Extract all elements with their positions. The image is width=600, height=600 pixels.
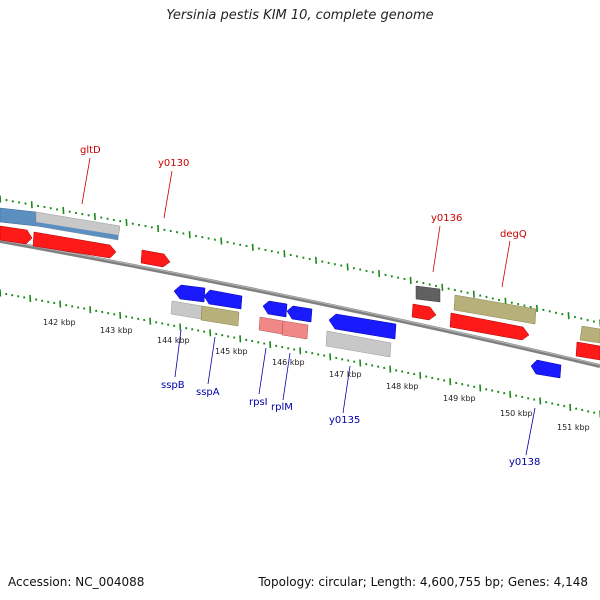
- label-line-degq: [501, 240, 511, 288]
- scale-label: 145 kbp: [215, 347, 248, 356]
- gene-feature-right-khaki: [579, 325, 600, 344]
- scale-label: 150 kbp: [500, 409, 533, 418]
- gene-feature-rplm: [286, 305, 313, 323]
- reverse-strand-ticks: [0, 289, 600, 418]
- gene-label-sspb: sspB: [161, 380, 185, 391]
- label-line-gltd: [81, 157, 91, 205]
- topology-text: Topology: circular; Length: 4,600,755 bp…: [258, 575, 588, 589]
- gene-feature-red-3: [140, 249, 171, 268]
- scale-label: 143 kbp: [100, 326, 133, 335]
- gene-feature-grey-2: [325, 330, 392, 358]
- genome-backbone: [0, 239, 600, 368]
- gene-label-y0130: y0130: [158, 158, 189, 169]
- scale-label: 146 kbp: [272, 358, 305, 367]
- label-line-sspa: [207, 336, 216, 385]
- scale-label: 151 kbp: [557, 423, 590, 432]
- gene-feature-degq: [453, 294, 537, 325]
- scale-label: 144 kbp: [157, 336, 190, 345]
- gene-feature-sspa: [203, 289, 243, 310]
- scale-label: 142 kbp: [43, 318, 76, 327]
- gene-label-rpsi: rpsI: [249, 397, 268, 408]
- gene-feature-red-6: [575, 341, 600, 361]
- label-line-y0138: [525, 407, 536, 456]
- label-line-y0136: [432, 225, 441, 273]
- forward-strand-ticks: [0, 195, 600, 327]
- label-line-sspb: [174, 329, 182, 378]
- label-line-rpsi: [258, 347, 267, 395]
- gene-feature-rpsi: [262, 300, 288, 318]
- gene-feature-y0138: [530, 359, 562, 379]
- gene-label-sspa: sspA: [196, 387, 220, 398]
- scale-label: 148 kbp: [386, 382, 419, 391]
- gene-feature-gltd: [0, 207, 37, 227]
- scale-label: 147 kbp: [329, 370, 362, 379]
- gene-label-y0136: y0136: [431, 213, 462, 224]
- gene-label-rplm: rplM: [271, 402, 293, 413]
- gene-feature-y0130-blue: [36, 222, 118, 240]
- gene-label-y0135: y0135: [329, 415, 360, 426]
- gene-label-y0138: y0138: [509, 457, 540, 468]
- gene-feature-y0135: [328, 313, 397, 340]
- gene-feature-sspb: [173, 284, 206, 303]
- label-line-rplm: [282, 352, 291, 401]
- label-line-y0130: [163, 170, 173, 219]
- accession-text: Accession: NC_004088: [8, 575, 145, 589]
- gene-feature-red-2: [32, 231, 117, 259]
- gene-feature-red-1: [0, 225, 33, 245]
- label-line-y0135: [342, 365, 351, 414]
- gene-feature-red-5: [449, 312, 530, 341]
- gene-feature-y0136: [415, 285, 441, 303]
- gene-label-gltd: gltD: [80, 145, 101, 156]
- gene-feature-pink-1: [258, 316, 284, 335]
- gene-feature-red-4: [411, 303, 437, 321]
- gene-feature-pink-2: [281, 320, 309, 340]
- genome-backbone-highlight: [0, 239, 600, 366]
- scale-label: 149 kbp: [443, 394, 476, 403]
- map-title: Yersinia pestis KIM 10, complete genome: [166, 8, 434, 23]
- gene-label-degq: degQ: [500, 229, 527, 240]
- gene-feature-grey-1: [170, 300, 203, 320]
- gene-feature-khaki-1: [200, 305, 240, 327]
